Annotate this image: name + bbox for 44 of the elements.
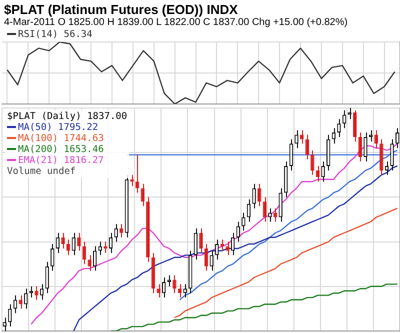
candlestick (337, 118, 341, 138)
candlestick (310, 150, 314, 176)
candlestick (167, 274, 172, 287)
candlestick (40, 284, 44, 300)
candlestick (252, 183, 256, 209)
candlestick (45, 261, 49, 294)
legend-label: MA(50) 1795.22 (18, 122, 98, 133)
annotation: Volume undef (7, 166, 77, 177)
candlestick (353, 110, 357, 142)
candlestick (268, 208, 272, 222)
candlestick (61, 232, 65, 249)
candlestick (172, 274, 176, 294)
legend-label: EMA(21) 1816.27 (18, 155, 104, 166)
candlestick (236, 221, 240, 242)
candlestick (364, 132, 368, 162)
candlestick (305, 134, 309, 160)
candlestick (390, 138, 394, 171)
candlestick (77, 232, 81, 252)
candlestick (183, 284, 187, 298)
legend-label: MA(200) 1653.46 (18, 144, 104, 155)
legend-label: RSI(14) 56.34 (18, 29, 92, 40)
candlestick (321, 161, 325, 182)
candlestick (156, 284, 160, 298)
candlestick (242, 212, 246, 232)
candlestick (220, 239, 224, 252)
candlestick (294, 130, 298, 149)
candlestick (199, 228, 203, 254)
candlestick (226, 241, 230, 256)
candlestick (210, 250, 214, 272)
chart-subtitle: 4-Mar-2011 O 1825.00 H 1839.00 L 1822.00 C 1837.00 Chg +15.00 (+0.82%) (3, 17, 349, 28)
candlestick (135, 154, 140, 194)
candlestick (93, 246, 97, 272)
candlestick (88, 254, 92, 272)
candlestick (262, 196, 267, 222)
chart-title: $PLAT (Platinum Futures (EOD)) INDX (3, 1, 239, 17)
candlestick (215, 239, 219, 260)
legend-label: MA(100) 1744.63 (18, 133, 104, 144)
candlestick (8, 304, 12, 328)
candlestick (114, 223, 118, 242)
candlestick (50, 244, 54, 272)
candlestick (120, 223, 124, 238)
legend-title: $PLAT (Daily) 1837.00 (7, 111, 128, 122)
candlestick (18, 294, 22, 310)
candlestick (34, 286, 38, 300)
